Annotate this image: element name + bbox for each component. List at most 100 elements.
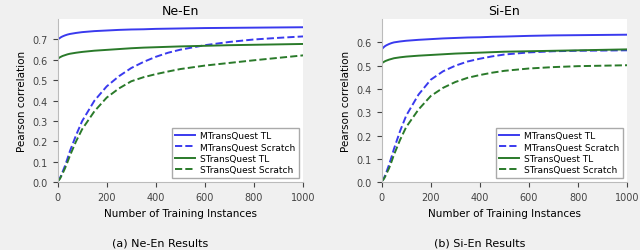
MTransQuest Scratch — [72, 134, 80, 137]
MTransQuest TL — [115, 29, 123, 32]
STransQuest Scratch — [59, 172, 67, 176]
STransQuest Scratch — [378, 180, 385, 183]
STransQuest TL — [599, 49, 607, 52]
Line: MTransQuest Scratch: MTransQuest Scratch — [381, 51, 627, 181]
X-axis label: Number of Training Instances: Number of Training Instances — [428, 208, 581, 218]
Y-axis label: Pearson correlation: Pearson correlation — [17, 51, 27, 152]
STransQuest TL — [574, 50, 582, 52]
MTransQuest Scratch — [61, 165, 69, 168]
Line: MTransQuest TL: MTransQuest TL — [381, 36, 627, 50]
MTransQuest Scratch — [91, 100, 99, 103]
STransQuest TL — [380, 61, 388, 64]
STransQuest TL — [439, 54, 447, 56]
STransQuest Scratch — [140, 76, 147, 80]
STransQuest Scratch — [201, 65, 209, 68]
Y-axis label: Pearson correlation: Pearson correlation — [341, 51, 351, 152]
MTransQuest Scratch — [381, 174, 389, 176]
STransQuest Scratch — [58, 175, 65, 178]
MTransQuest Scratch — [525, 52, 533, 55]
STransQuest Scratch — [388, 160, 396, 164]
STransQuest Scratch — [525, 68, 533, 71]
STransQuest TL — [396, 56, 404, 59]
MTransQuest Scratch — [177, 49, 184, 52]
STransQuest Scratch — [500, 70, 508, 73]
MTransQuest Scratch — [103, 86, 111, 88]
Text: (a) Ne-En Results: (a) Ne-En Results — [112, 238, 208, 248]
MTransQuest Scratch — [464, 61, 472, 64]
MTransQuest TL — [275, 27, 282, 30]
STransQuest Scratch — [300, 55, 307, 58]
MTransQuest TL — [390, 42, 398, 45]
MTransQuest Scratch — [127, 67, 135, 70]
MTransQuest Scratch — [378, 180, 385, 183]
STransQuest Scratch — [91, 110, 99, 113]
Line: STransQuest Scratch: STransQuest Scratch — [58, 56, 303, 182]
STransQuest Scratch — [574, 66, 582, 68]
STransQuest TL — [177, 46, 184, 49]
MTransQuest TL — [59, 36, 67, 39]
STransQuest TL — [623, 49, 631, 52]
STransQuest Scratch — [464, 77, 472, 80]
MTransQuest Scratch — [383, 170, 390, 173]
STransQuest Scratch — [103, 97, 111, 100]
MTransQuest TL — [439, 38, 447, 41]
STransQuest TL — [91, 50, 99, 53]
MTransQuest TL — [415, 39, 422, 42]
MTransQuest TL — [623, 34, 631, 37]
STransQuest TL — [56, 56, 64, 59]
STransQuest Scratch — [152, 73, 159, 76]
MTransQuest TL — [103, 30, 111, 33]
MTransQuest Scratch — [66, 150, 74, 153]
STransQuest TL — [201, 45, 209, 48]
STransQuest Scratch — [164, 71, 172, 74]
STransQuest Scratch — [439, 87, 447, 90]
MTransQuest Scratch — [396, 130, 404, 133]
STransQuest Scratch — [383, 172, 390, 175]
MTransQuest Scratch — [599, 50, 607, 53]
MTransQuest Scratch — [550, 50, 557, 53]
MTransQuest TL — [427, 38, 435, 42]
STransQuest TL — [164, 46, 172, 49]
STransQuest Scratch — [275, 57, 282, 60]
MTransQuest Scratch — [152, 56, 159, 59]
Title: Ne-En: Ne-En — [162, 4, 199, 18]
Legend: MTransQuest TL, MTransQuest Scratch, STransQuest TL, STransQuest Scratch: MTransQuest TL, MTransQuest Scratch, STr… — [172, 128, 299, 178]
MTransQuest TL — [61, 35, 69, 38]
STransQuest Scratch — [250, 60, 258, 62]
STransQuest Scratch — [78, 128, 86, 131]
MTransQuest TL — [152, 28, 159, 31]
Line: STransQuest TL: STransQuest TL — [381, 50, 627, 64]
STransQuest Scratch — [54, 180, 61, 183]
MTransQuest TL — [164, 28, 172, 31]
STransQuest TL — [525, 50, 533, 53]
MTransQuest TL — [378, 49, 385, 52]
STransQuest Scratch — [396, 139, 404, 142]
STransQuest TL — [381, 60, 389, 63]
STransQuest TL — [464, 52, 472, 56]
MTransQuest TL — [379, 47, 387, 50]
STransQuest TL — [140, 47, 147, 50]
STransQuest TL — [61, 54, 69, 58]
MTransQuest Scratch — [300, 36, 307, 39]
STransQuest TL — [152, 46, 159, 50]
Line: MTransQuest Scratch: MTransQuest Scratch — [58, 37, 303, 182]
MTransQuest Scratch — [226, 41, 234, 44]
MTransQuest TL — [500, 36, 508, 39]
STransQuest TL — [415, 55, 422, 58]
STransQuest TL — [379, 62, 387, 65]
STransQuest Scratch — [66, 154, 74, 158]
STransQuest TL — [58, 56, 65, 59]
MTransQuest Scratch — [574, 50, 582, 53]
STransQuest TL — [54, 58, 61, 61]
MTransQuest Scratch — [78, 120, 86, 123]
MTransQuest TL — [388, 42, 396, 45]
MTransQuest TL — [78, 32, 86, 34]
STransQuest TL — [383, 60, 390, 63]
MTransQuest TL — [177, 28, 184, 31]
STransQuest TL — [388, 58, 396, 61]
MTransQuest TL — [250, 27, 258, 30]
STransQuest Scratch — [623, 64, 631, 68]
MTransQuest Scratch — [55, 178, 63, 182]
MTransQuest Scratch — [115, 75, 123, 78]
MTransQuest TL — [385, 43, 393, 46]
